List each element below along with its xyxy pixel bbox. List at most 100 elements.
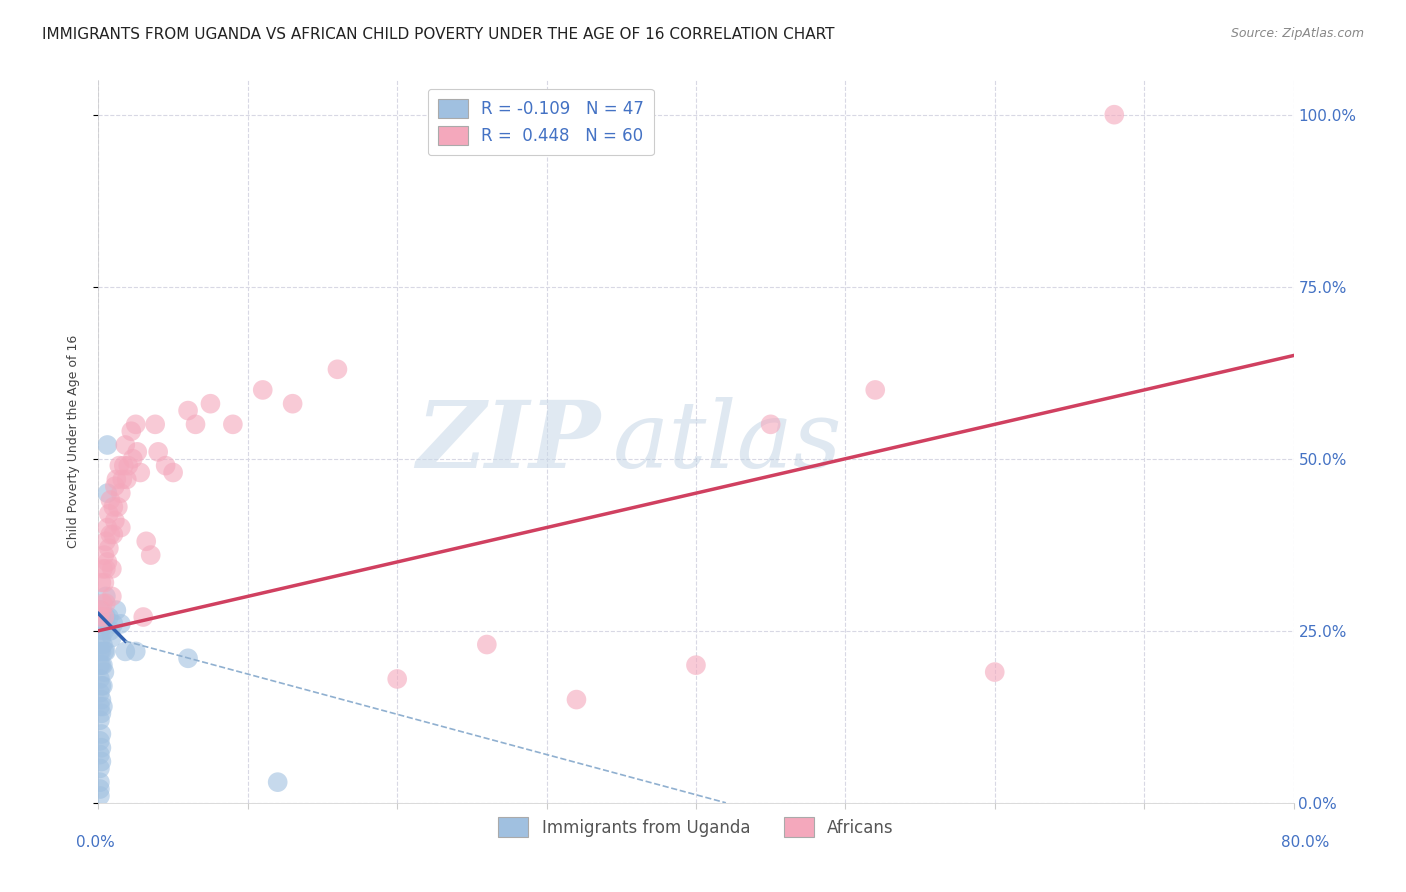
- Point: [90, 679, 112, 693]
- Point: [162, 466, 184, 480]
- Point: [127, 445, 149, 459]
- Point: [90, 631, 112, 645]
- Point: [89, 644, 111, 658]
- Text: IMMIGRANTS FROM UGANDA VS AFRICAN CHILD POVERTY UNDER THE AGE OF 16 CORRELATION : IMMIGRANTS FROM UGANDA VS AFRICAN CHILD …: [42, 27, 835, 42]
- Point: [91, 658, 114, 673]
- Point: [89, 699, 111, 714]
- Point: [385, 672, 409, 686]
- Point: [129, 466, 152, 480]
- Point: [97, 541, 120, 556]
- Point: [177, 651, 200, 665]
- Point: [89, 789, 111, 803]
- Point: [110, 486, 132, 500]
- Point: [89, 713, 111, 727]
- Point: [101, 631, 124, 645]
- Point: [90, 755, 112, 769]
- Point: [155, 458, 177, 473]
- Point: [111, 472, 134, 486]
- Point: [91, 638, 114, 652]
- Point: [89, 761, 111, 775]
- Point: [107, 500, 129, 514]
- Point: [200, 397, 222, 411]
- Point: [110, 520, 132, 534]
- Point: [685, 658, 707, 673]
- Point: [96, 438, 118, 452]
- Point: [89, 603, 111, 617]
- Point: [984, 665, 1007, 679]
- Point: [222, 417, 245, 432]
- Point: [326, 362, 349, 376]
- Point: [96, 555, 118, 569]
- Point: [96, 486, 118, 500]
- Point: [103, 500, 125, 514]
- Point: [252, 383, 274, 397]
- Point: [90, 603, 112, 617]
- Text: atlas: atlas: [613, 397, 842, 486]
- Point: [93, 624, 115, 638]
- Point: [89, 624, 111, 638]
- Point: [121, 451, 143, 466]
- Point: [103, 527, 125, 541]
- Point: [97, 507, 120, 521]
- Point: [89, 734, 111, 748]
- Point: [96, 520, 118, 534]
- Point: [89, 672, 111, 686]
- Point: [93, 575, 115, 590]
- Point: [98, 527, 122, 541]
- Point: [475, 638, 498, 652]
- Point: [110, 616, 132, 631]
- Point: [90, 692, 112, 706]
- Point: [135, 534, 157, 549]
- Point: [90, 706, 112, 721]
- Point: [125, 417, 148, 432]
- Point: [91, 596, 114, 610]
- Point: [103, 616, 125, 631]
- Y-axis label: Child Poverty Under the Age of 16: Child Poverty Under the Age of 16: [67, 334, 80, 549]
- Point: [90, 575, 112, 590]
- Point: [94, 562, 117, 576]
- Point: [94, 590, 117, 604]
- Point: [177, 403, 200, 417]
- Point: [89, 775, 111, 789]
- Point: [132, 610, 155, 624]
- Point: [89, 658, 111, 673]
- Point: [91, 699, 114, 714]
- Point: [90, 644, 112, 658]
- Point: [184, 417, 207, 432]
- Point: [143, 417, 166, 432]
- Point: [97, 610, 120, 624]
- Point: [89, 686, 111, 700]
- Point: [98, 493, 122, 508]
- Text: 0.0%: 0.0%: [76, 836, 115, 850]
- Point: [93, 665, 115, 679]
- Point: [90, 658, 112, 673]
- Point: [759, 417, 782, 432]
- Point: [105, 603, 128, 617]
- Point: [98, 624, 122, 638]
- Point: [114, 438, 136, 452]
- Point: [139, 548, 162, 562]
- Point: [93, 644, 115, 658]
- Point: [115, 472, 138, 486]
- Point: [89, 782, 111, 797]
- Point: [93, 610, 115, 624]
- Point: [108, 458, 131, 473]
- Text: 80.0%: 80.0%: [1281, 836, 1329, 850]
- Point: [105, 472, 128, 486]
- Point: [91, 616, 114, 631]
- Point: [90, 740, 112, 755]
- Point: [148, 445, 170, 459]
- Point: [91, 679, 114, 693]
- Point: [101, 562, 124, 576]
- Point: [89, 747, 111, 762]
- Point: [112, 458, 135, 473]
- Point: [94, 644, 117, 658]
- Point: [125, 644, 148, 658]
- Point: [94, 534, 117, 549]
- Point: [89, 610, 111, 624]
- Point: [104, 479, 127, 493]
- Point: [1104, 108, 1126, 122]
- Point: [267, 775, 290, 789]
- Text: ZIP: ZIP: [416, 397, 600, 486]
- Point: [91, 562, 114, 576]
